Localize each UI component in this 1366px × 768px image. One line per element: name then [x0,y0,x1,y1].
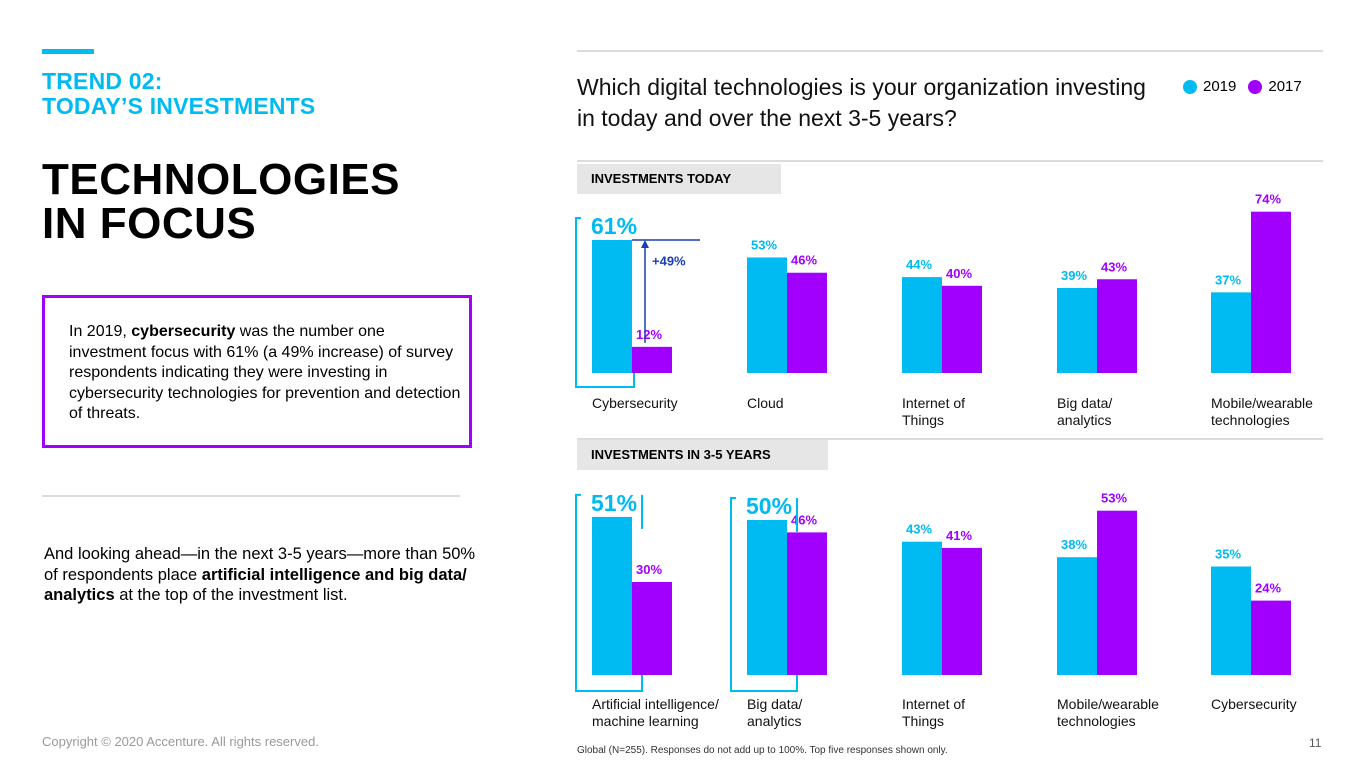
bar-2017 [632,582,672,675]
ahead-text-part: And looking ahead—in the next 3-5 years—… [44,545,476,584]
highlight-bracket [730,497,798,692]
data-label-2019: 50% [746,493,792,519]
trend-label: TREND 02: TODAY’S INVESTMENTS [42,69,315,119]
data-label-2017: 41% [946,528,972,543]
bar-2017 [787,272,827,373]
category-label: technologies [1057,713,1136,729]
category-label: analytics [1057,412,1111,428]
bar-2019 [1211,292,1251,373]
legend-item-2017: 2017 [1248,78,1302,95]
data-label-2019: 51% [591,490,637,516]
callout-box [42,295,472,448]
ahead-text: And looking ahead—in the next 3-5 years—… [44,544,484,606]
category-label: Things [902,713,944,729]
callout-text-part: In 2019, [69,323,132,340]
data-label-2019: 53% [751,237,777,252]
category-label: technologies [1211,412,1290,428]
category-label: Big data/ [1057,395,1112,411]
increase-annotation: +49% [652,253,686,268]
ahead-text-part: at the top of the investment list. [114,586,348,604]
highlight-bracket [575,493,643,692]
data-label-2019: 37% [1215,272,1241,287]
bar-2017 [787,532,827,675]
legend: 2019 2017 [1183,78,1314,95]
category-label: Cloud [747,395,784,411]
bar-2017 [1097,279,1137,373]
data-label-2019: 39% [1061,268,1087,283]
section-tag-3-5-years: INVESTMENTS IN 3-5 YEARS [577,440,828,470]
data-label-2019: 44% [906,257,932,272]
data-label-2017: 40% [946,266,972,281]
category-label: Cybersecurity [592,395,678,411]
divider [42,495,460,497]
page-number: 11 [1309,736,1322,750]
category-label: Mobile/wearable [1211,395,1313,411]
divider [577,160,1323,162]
data-label-2019: 38% [1061,537,1087,552]
page-title: TECHNOLOGIES IN FOCUS [42,158,400,246]
category-label: Artificial intelligence/ [592,696,719,712]
page-title-line1: TECHNOLOGIES [42,155,401,204]
bar-2019 [1057,557,1097,675]
bar-2019 [747,257,787,373]
data-label-2017: 53% [1101,491,1127,506]
trend-label-line1: TREND 02: [42,68,163,94]
section-tag-today: INVESTMENTS TODAY [577,164,781,194]
data-label-2017: 74% [1255,192,1281,207]
bar-2019 [1211,566,1251,675]
bar-2017 [632,346,672,373]
bar-2017 [1097,510,1137,675]
legend-label: 2019 [1203,78,1237,95]
chart-question: Which digital technologies is your organ… [577,74,1146,131]
bar-2019 [1057,287,1097,373]
accent-bar [42,49,94,54]
data-label-2017: 46% [791,253,817,268]
category-label: Things [902,412,944,428]
data-label-2017: 43% [1101,259,1127,274]
category-label: analytics [747,713,801,729]
legend-swatch-2019 [1183,79,1197,94]
data-label-2017: 46% [791,512,817,527]
trend-label-line2: TODAY’S INVESTMENTS [42,93,316,119]
footnote: Global (N=255). Responses do not add up … [577,745,948,756]
bar-2017 [942,547,982,675]
data-label-2019: 35% [1215,547,1241,562]
data-label-2017: 30% [636,562,662,577]
legend-swatch-2017 [1248,79,1263,94]
bar-2019 [902,277,942,373]
bar-2017 [1251,211,1291,373]
divider [577,438,1323,440]
data-label-2017: 24% [1255,581,1281,596]
legend-label: 2017 [1268,78,1302,95]
bar-2017 [942,285,982,373]
bar-2019 [592,516,632,675]
category-label: Internet of [902,696,965,712]
category-label: machine learning [592,713,699,729]
increase-arrow-head [641,240,649,249]
callout-text-bold: cybersecurity [131,323,236,340]
ahead-text-bold: artificial intelligence and big data/ an… [44,565,467,605]
category-label: Cybersecurity [1211,696,1297,712]
category-label: Mobile/wearable [1057,696,1159,712]
bar-2019 [747,520,787,675]
data-label-2019: 61% [591,213,637,239]
data-label-2017: 12% [636,327,662,342]
bar-2017 [1251,600,1291,675]
legend-item-2019: 2019 [1183,78,1236,95]
bar-2019 [902,541,942,675]
highlight-bracket [575,217,635,388]
bar-2019 [592,240,632,373]
page-title-line2: IN FOCUS [42,199,257,248]
category-label: Big data/ [747,696,802,712]
callout-text: In 2019, cybersecurity was the number on… [69,322,464,425]
category-label: Internet of [902,395,965,411]
divider [577,50,1323,52]
copyright: Copyright © 2020 Accenture. All rights r… [42,734,319,749]
callout-text-part: was the number one investment focus with… [69,323,461,422]
data-label-2019: 43% [906,522,932,537]
